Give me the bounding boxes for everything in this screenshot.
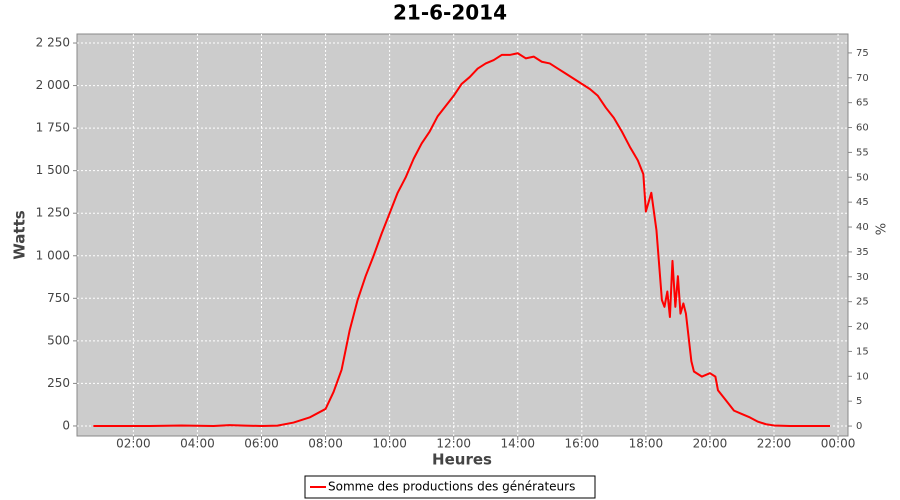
y2-tick-label: 55 [856, 147, 869, 158]
x-tick-label: 10:00 [372, 437, 407, 451]
y2-tick-label: 35 [856, 247, 869, 258]
y-tick-label: 1 500 [36, 163, 70, 177]
y2-tick-label: 0 [856, 421, 862, 432]
legend [304, 475, 596, 499]
x-tick-label: 06:00 [244, 437, 279, 451]
x-tick-label: 22:00 [757, 437, 792, 451]
y2-tick-label: 40 [856, 222, 869, 233]
y2-tick-label: 30 [856, 272, 869, 283]
y-tick-label: 1 750 [36, 121, 70, 135]
x-tick-label: 18:00 [629, 437, 664, 451]
y2-tick-label: 70 [856, 73, 869, 84]
series-line [93, 52, 831, 427]
y-axis-label: Watts [11, 210, 29, 259]
y-tick-label: 2 000 [36, 78, 70, 92]
x-tick-label: 20:00 [693, 437, 728, 451]
y2-tick-label: 10 [856, 371, 869, 382]
x-axis-label: Heures [432, 451, 492, 469]
y2-tick-label: 20 [856, 322, 869, 333]
y2-tick-label: 75 [856, 48, 869, 59]
y-tick-label: 500 [47, 333, 70, 347]
legend-label: Somme des productions des générateurs [328, 480, 575, 494]
x-tick-label: 16:00 [565, 437, 600, 451]
y2-tick-label: 65 [856, 98, 869, 109]
y2-tick-label: 5 [856, 396, 862, 407]
y2-tick-label: 60 [856, 123, 869, 134]
y-tick-label: 1 000 [36, 248, 70, 262]
x-tick-label: 00:00 [821, 437, 856, 451]
y-tick-label: 0 [62, 418, 70, 432]
x-tick-label: 14:00 [500, 437, 535, 451]
plot-area [76, 33, 849, 437]
y2-tick-label: 50 [856, 172, 869, 183]
x-tick-label: 02:00 [116, 437, 151, 451]
x-tick-label: 08:00 [308, 437, 343, 451]
x-tick-label: 12:00 [436, 437, 471, 451]
y-tick-label: 1 250 [36, 206, 70, 220]
y2-axis-label: % [875, 223, 890, 235]
y2-tick-label: 25 [856, 297, 869, 308]
x-tick-label: 04:00 [180, 437, 215, 451]
y-tick-label: 250 [47, 376, 70, 390]
chart-title: 21-6-2014 [393, 1, 507, 25]
y2-tick-label: 15 [856, 346, 869, 357]
y-tick-label: 2 250 [36, 36, 70, 50]
y2-tick-label: 45 [856, 197, 869, 208]
y-tick-label: 750 [47, 291, 70, 305]
